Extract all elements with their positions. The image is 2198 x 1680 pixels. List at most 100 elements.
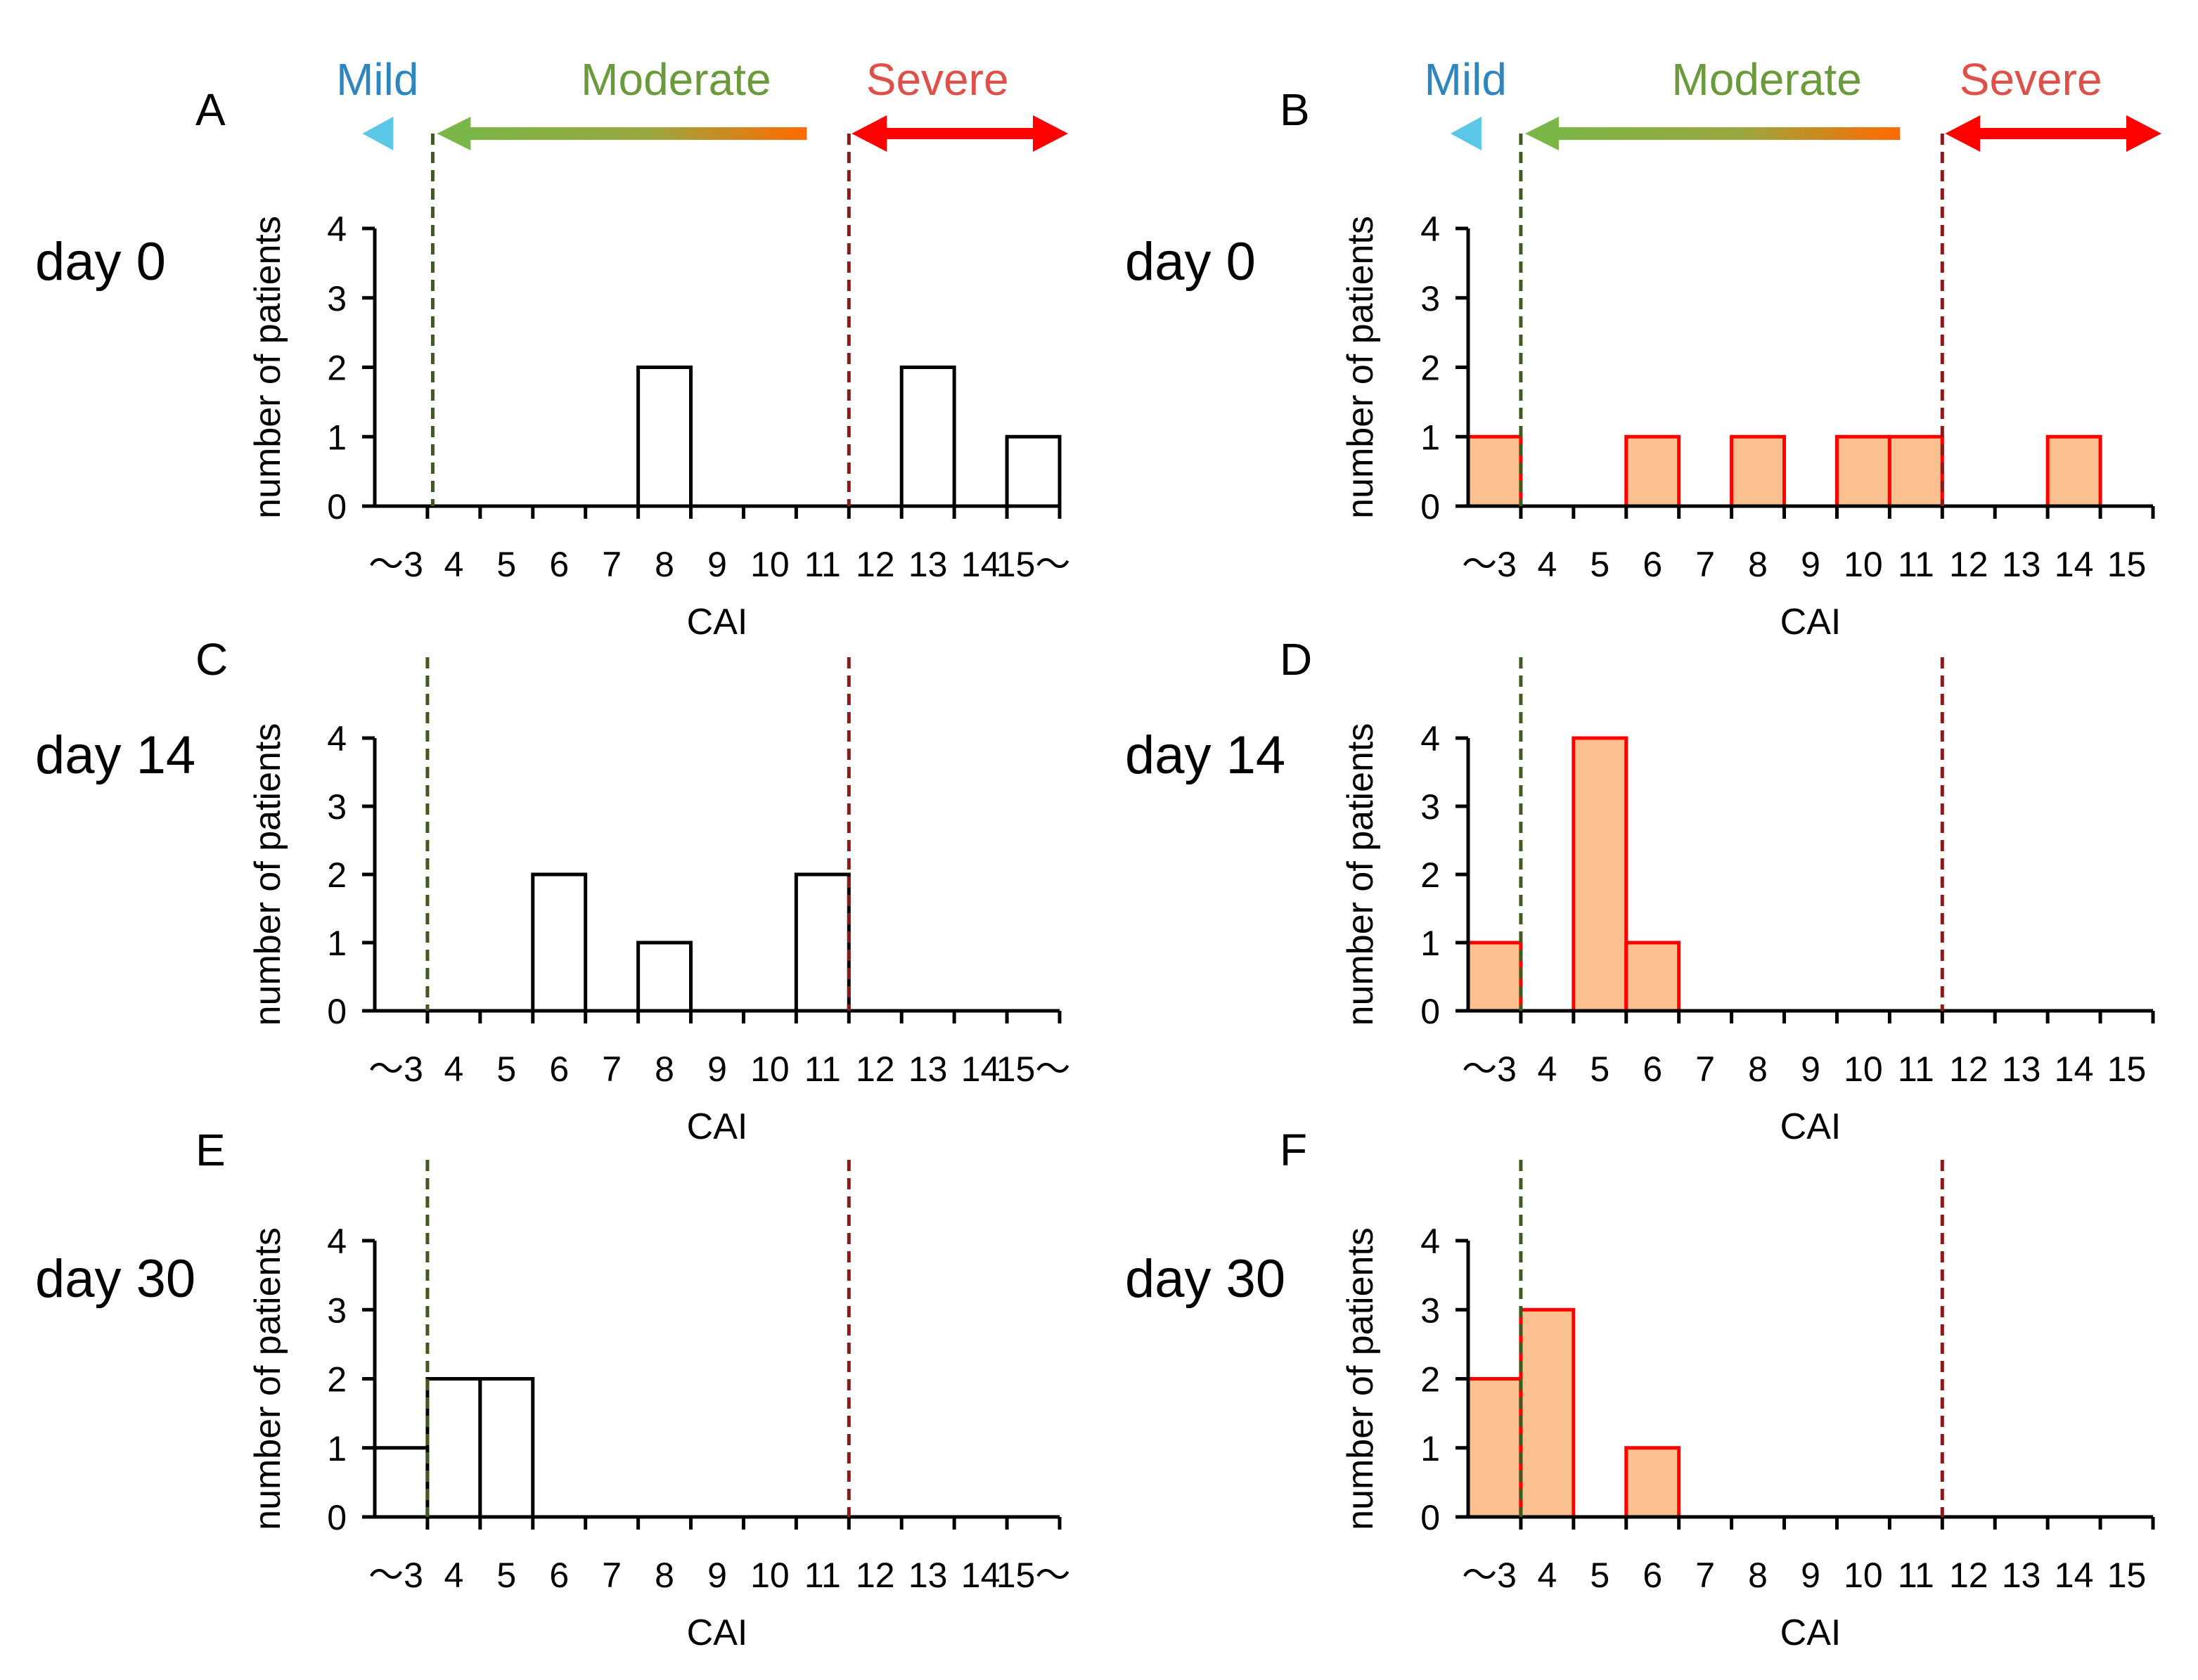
x-tick-label: 6 <box>1643 1556 1662 1595</box>
x-tick-label: 〜3 <box>1462 1049 1517 1089</box>
x-tick-label: 13 <box>2002 1049 2041 1089</box>
bar <box>636 366 693 508</box>
x-tick-label: 8 <box>1748 1556 1768 1595</box>
y-tick-label: 4 <box>327 209 347 249</box>
x-tick-label: 13 <box>908 545 948 584</box>
panel-letter: E <box>195 1125 226 1175</box>
moderate-arrow-shaft <box>1545 127 1901 140</box>
x-tick-label: 4 <box>1537 545 1557 584</box>
x-tick-label: 6 <box>549 1556 569 1595</box>
y-tick-label: 0 <box>327 487 347 526</box>
x-tick-label: 15〜 <box>996 1049 1071 1089</box>
mild-label: Mild <box>1425 54 1507 105</box>
bar <box>1624 434 1681 508</box>
x-tick-label: 14 <box>961 1049 1001 1089</box>
x-tick-label: 12 <box>856 1049 895 1089</box>
y-axis-label: number of patients <box>248 216 288 519</box>
y-tick-label: 2 <box>327 855 347 895</box>
y-axis-label: number of patients <box>1340 216 1381 519</box>
x-tick-label: 10 <box>1844 1049 1883 1089</box>
severe-arrow-shaft <box>1973 128 2133 139</box>
day-label: day 0 <box>35 232 166 292</box>
day-label: day 14 <box>35 725 195 785</box>
x-tick-label: 9 <box>707 1556 727 1595</box>
panel-letter: D <box>1280 634 1312 685</box>
x-tick-label: 10 <box>750 545 790 584</box>
x-tick-label: 4 <box>444 545 463 584</box>
x-tick-label: 13 <box>908 1556 948 1595</box>
severe-arrow-left-icon <box>851 115 887 152</box>
bar <box>373 1446 430 1519</box>
x-tick-label: 12 <box>1949 1556 1988 1595</box>
y-tick-label: 0 <box>1420 487 1440 526</box>
x-tick-label: 8 <box>655 1556 674 1595</box>
x-tick-label: 11 <box>1898 545 1934 584</box>
x-tick-label: 6 <box>549 1049 569 1089</box>
bar <box>636 941 693 1013</box>
x-tick-label: 8 <box>655 1049 674 1089</box>
x-tick-label: 5 <box>1590 1049 1609 1089</box>
x-tick-label: 11 <box>804 545 841 584</box>
bar <box>1466 1377 1523 1519</box>
x-tick-label: 6 <box>1643 545 1662 584</box>
x-tick-label: 11 <box>1898 1049 1934 1089</box>
x-tick-label: 11 <box>804 1556 841 1595</box>
x-tick-label: 15〜 <box>996 545 1071 584</box>
y-tick-label: 4 <box>1420 1222 1440 1261</box>
bar <box>478 1377 535 1519</box>
x-tick-label: 14 <box>2055 1556 2094 1595</box>
x-tick-label: 7 <box>602 545 622 584</box>
moderate-arrow-icon <box>1524 117 1559 150</box>
bar <box>1730 434 1787 508</box>
moderate-label: Moderate <box>581 54 771 105</box>
x-tick-label: 14 <box>2055 545 2094 584</box>
y-tick-label: 3 <box>1420 1291 1440 1330</box>
severity-header: Mild Moderate Severe <box>336 54 1068 152</box>
mild-arrow-icon <box>362 117 394 150</box>
x-tick-label: 9 <box>707 545 727 584</box>
x-axis-label: CAI <box>1780 1613 1842 1653</box>
x-axis-label: CAI <box>1780 1106 1842 1147</box>
y-tick-label: 3 <box>327 787 347 827</box>
x-tick-label: 9 <box>707 1049 727 1089</box>
severe-arrow-left-icon <box>1945 115 1981 152</box>
severe-arrow-shaft <box>880 128 1040 139</box>
x-tick-label: 10 <box>1844 545 1883 584</box>
bar <box>1466 434 1523 508</box>
x-tick-label: 9 <box>1801 1049 1820 1089</box>
y-tick-label: 3 <box>1420 279 1440 318</box>
mild-label: Mild <box>336 54 418 105</box>
y-tick-label: 3 <box>1420 787 1440 827</box>
x-tick-label: 〜3 <box>368 1049 423 1089</box>
x-tick-label: 5 <box>496 1049 516 1089</box>
y-tick-label: 2 <box>1420 855 1440 895</box>
y-tick-label: 1 <box>327 924 347 963</box>
bar <box>1834 434 1891 508</box>
x-axis-label: CAI <box>687 1613 748 1653</box>
x-tick-label: 13 <box>908 1049 948 1089</box>
x-tick-label: 14 <box>961 545 1001 584</box>
x-tick-label: 7 <box>1695 1556 1715 1595</box>
severity-header: Mild Moderate Severe <box>1425 54 2161 152</box>
y-axis-label: number of patients <box>1340 723 1381 1026</box>
x-tick-label: 4 <box>444 1049 463 1089</box>
bar <box>899 366 956 508</box>
bar <box>1466 941 1523 1013</box>
severe-arrow-right-icon <box>2126 115 2161 152</box>
y-axis-label: number of patients <box>248 723 288 1026</box>
x-tick-label: 10 <box>750 1049 790 1089</box>
x-tick-label: 4 <box>1537 1556 1557 1595</box>
bar <box>531 872 588 1013</box>
y-tick-label: 3 <box>327 279 347 318</box>
y-tick-label: 2 <box>1420 349 1440 388</box>
x-tick-label: 5 <box>496 545 516 584</box>
y-tick-label: 2 <box>327 1360 347 1400</box>
severe-label: Severe <box>1960 54 2102 105</box>
panel-letter: C <box>195 634 228 685</box>
y-tick-label: 0 <box>327 992 347 1031</box>
